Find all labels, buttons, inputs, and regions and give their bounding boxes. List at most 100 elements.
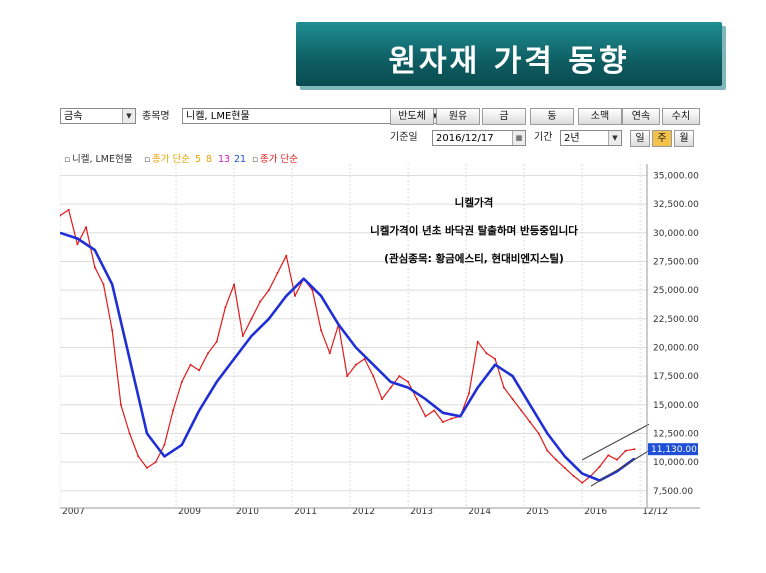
close-point <box>276 271 279 274</box>
close-point <box>581 481 584 484</box>
close-point <box>607 454 610 457</box>
legend-marker: ▫ <box>64 155 70 165</box>
ma21-point <box>302 277 305 280</box>
x-tick-label: 2016 <box>584 507 607 516</box>
close-point <box>389 386 392 389</box>
chart-axes: 7,500.00 10,000.00 12,500.00 15,000.00 17,50… <box>60 164 700 516</box>
ma21-point <box>494 363 496 366</box>
close-point <box>119 403 122 406</box>
close-point <box>537 432 540 435</box>
ma21-point <box>337 323 340 326</box>
y-tick-label: 32,500.00 <box>653 200 699 210</box>
close-point <box>572 474 575 477</box>
close-point <box>250 317 253 320</box>
chart-series <box>60 208 650 487</box>
legend-ma-13: 13 <box>218 154 230 165</box>
close-point <box>381 398 383 401</box>
y-tick-label: 25,000.00 <box>653 286 699 296</box>
close-point <box>346 375 349 378</box>
close-point <box>450 417 453 420</box>
ma21-point <box>476 386 479 389</box>
button-copper[interactable]: 동 <box>530 108 574 125</box>
close-point <box>60 214 61 217</box>
close-point <box>468 392 470 395</box>
y-tick-label: 22,500.00 <box>653 315 699 325</box>
item-label: 종목명 <box>142 111 170 122</box>
button-continuous[interactable]: 연속 <box>622 108 660 125</box>
legend-marker: ▫ <box>144 155 150 165</box>
ma21-point <box>128 358 131 360</box>
close-point <box>511 398 514 401</box>
toolbar-bottom: 기준일 2016/12/17 ▦ 기간 2년 ▼ 일 주 월 <box>60 130 700 148</box>
chevron-down-icon[interactable]: ▼ <box>608 131 621 145</box>
close-point <box>146 466 148 469</box>
annotation-line-1: 니켈가격이 년초 바닥권 탈출하며 반등중입니다 <box>370 224 578 237</box>
ma21-point <box>581 472 583 475</box>
freq-monthly-button[interactable]: 월 <box>674 130 694 147</box>
annotation-line-2: (관심종목: 황금에스티, 현대비엔지스틸) <box>384 252 564 265</box>
ma21-point <box>459 415 462 418</box>
title-banner: 원자재 가격 동향 <box>296 22 722 86</box>
legend-ma-5: 5 <box>195 154 201 165</box>
ma21-point <box>285 295 288 297</box>
button-crude-oil[interactable]: 원유 <box>436 108 480 125</box>
last-value-tag <box>648 443 698 456</box>
calendar-icon[interactable]: ▦ <box>512 131 525 145</box>
close-point <box>598 465 601 468</box>
y-tick-label: 10,000.00 <box>653 458 699 468</box>
close-point <box>172 409 175 412</box>
ma21-point <box>564 455 566 458</box>
close-point <box>372 375 375 378</box>
y-tick-label: 30,000.00 <box>653 229 699 239</box>
freq-weekly-button[interactable]: 주 <box>652 130 672 147</box>
x-tick-label: 2007 <box>62 507 85 516</box>
close-point <box>546 449 549 452</box>
x-tick-label: 2014 <box>468 507 491 516</box>
freq-daily-button[interactable]: 일 <box>630 130 650 147</box>
close-point <box>441 421 444 423</box>
period-select[interactable]: 2년 ▼ <box>560 130 622 146</box>
date-input[interactable]: 2016/12/17 ▦ <box>432 130 526 146</box>
ma21-point <box>355 346 357 349</box>
close-point <box>102 283 105 286</box>
trend-channel-lower <box>590 450 650 487</box>
item-select-value: 니켈, LME현물 <box>186 111 250 122</box>
ma21-point <box>163 455 166 458</box>
ma21-point <box>511 375 514 377</box>
y-tick-label: 20,000.00 <box>653 343 699 353</box>
y-tick-label: 7,500.00 <box>653 487 693 497</box>
close-point <box>259 300 262 303</box>
x-tick-label: 2011 <box>294 507 317 516</box>
button-wheat[interactable]: 소맥 <box>578 108 622 125</box>
close-point <box>111 329 114 332</box>
chart-legend: ▫ 니켈, LME현물 ▫ 종가 단순 5 8 13 21 ▫ 종가 단순 <box>64 153 298 165</box>
chart-grid <box>60 164 647 508</box>
button-semiconductor[interactable]: 반도체 <box>390 108 434 125</box>
close-point <box>415 398 418 401</box>
close-point <box>76 243 79 246</box>
close-point <box>555 458 558 461</box>
close-point <box>433 409 436 412</box>
ma21-point <box>181 444 183 446</box>
legend-marker: ▫ <box>252 155 258 165</box>
ma21-point <box>529 404 531 406</box>
x-tick-label: 2015 <box>526 507 549 516</box>
close-point <box>294 294 296 297</box>
close-point <box>320 329 323 332</box>
x-tick-label: 2010 <box>236 507 259 516</box>
button-values[interactable]: 수치 <box>662 108 700 125</box>
chevron-down-icon[interactable]: ▼ <box>122 109 135 123</box>
legend-ma-8: 8 <box>206 154 212 165</box>
close-point <box>494 357 497 360</box>
period-select-value: 2년 <box>564 133 580 144</box>
ma21-point <box>424 398 427 400</box>
category-select[interactable]: 금속 ▼ <box>60 108 136 124</box>
ma21-point <box>546 432 549 435</box>
close-point <box>529 421 531 423</box>
legend-close-label: 종가 단순 <box>260 154 298 165</box>
button-gold[interactable]: 금 <box>482 108 526 125</box>
ma21-point <box>442 412 444 414</box>
y-tick-label: 12,500.00 <box>653 429 699 439</box>
ma21-point <box>250 335 253 337</box>
category-select-value: 금속 <box>64 111 83 122</box>
